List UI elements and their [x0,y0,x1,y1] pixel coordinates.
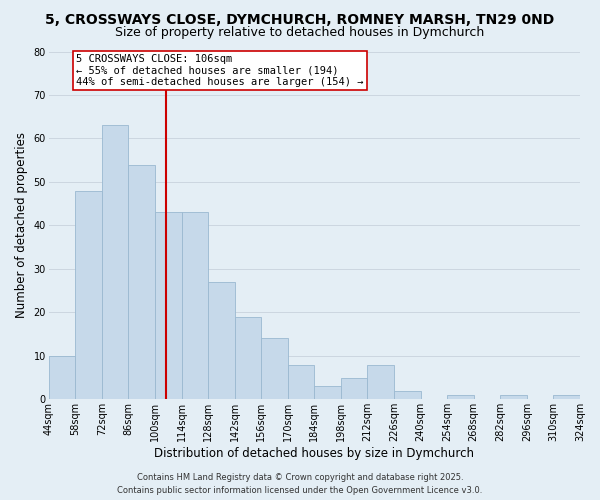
Bar [553,395,580,400]
Y-axis label: Number of detached properties: Number of detached properties [15,132,28,318]
Text: Contains HM Land Registry data © Crown copyright and database right 2025.
Contai: Contains HM Land Registry data © Crown c… [118,474,482,495]
Text: 5 CROSSWAYS CLOSE: 106sqm
← 55% of detached houses are smaller (194)
44% of semi: 5 CROSSWAYS CLOSE: 106sqm ← 55% of detac… [76,54,364,87]
Bar [500,395,527,400]
Bar [288,364,314,400]
Bar [208,282,235,400]
Bar [155,212,182,400]
Bar [394,390,421,400]
X-axis label: Distribution of detached houses by size in Dymchurch: Distribution of detached houses by size … [154,447,475,460]
Bar [102,126,128,400]
Bar [75,190,102,400]
Text: 5, CROSSWAYS CLOSE, DYMCHURCH, ROMNEY MARSH, TN29 0ND: 5, CROSSWAYS CLOSE, DYMCHURCH, ROMNEY MA… [46,12,554,26]
Bar [447,395,474,400]
Text: Size of property relative to detached houses in Dymchurch: Size of property relative to detached ho… [115,26,485,39]
Bar [49,356,75,400]
Bar [235,316,261,400]
Bar [128,164,155,400]
Bar [341,378,367,400]
Bar [367,364,394,400]
Bar [314,386,341,400]
Bar [182,212,208,400]
Bar [261,338,288,400]
